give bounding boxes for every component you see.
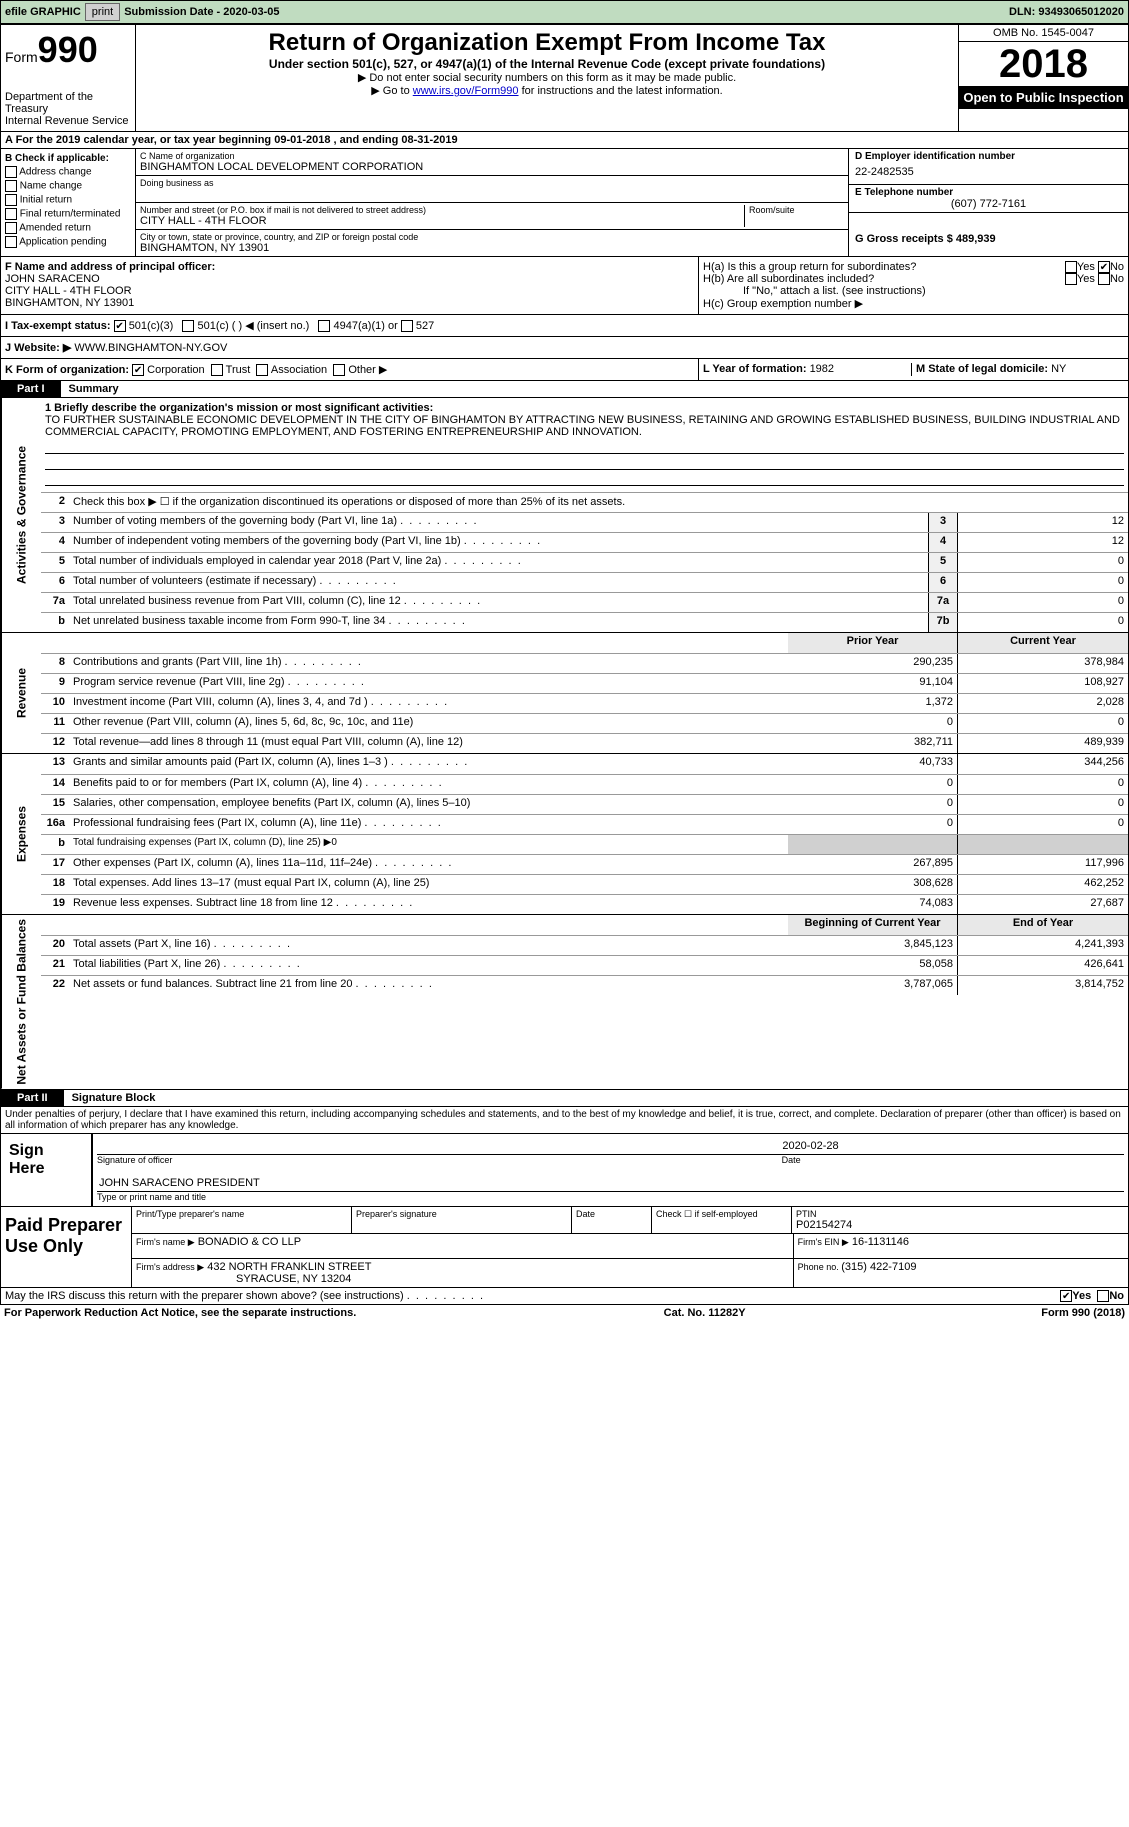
paid-preparer-section: Paid Preparer Use Only Print/Type prepar… xyxy=(0,1207,1129,1288)
mission-label: 1 Briefly describe the organization's mi… xyxy=(45,402,433,414)
line4: Number of independent voting members of … xyxy=(69,533,928,552)
i-label: I Tax-exempt status: xyxy=(5,320,111,332)
mission-text: TO FURTHER SUSTAINABLE ECONOMIC DEVELOPM… xyxy=(45,414,1120,438)
sig-date: 2020-02-28 xyxy=(780,1138,1124,1154)
k-label: K Form of organization: xyxy=(5,364,129,376)
chk-app[interactable]: Application pending xyxy=(5,236,131,248)
chk-name[interactable]: Name change xyxy=(5,180,131,192)
revenue-section: Revenue Prior YearCurrent Year 8Contribu… xyxy=(0,633,1129,754)
ein-value: 22-2482535 xyxy=(855,162,1122,182)
part1-header: Part I Summary xyxy=(0,381,1129,398)
addr-label: Number and street (or P.O. box if mail i… xyxy=(140,205,744,215)
formorg-row: K Form of organization: ✔ Corporation Tr… xyxy=(0,359,1129,381)
officer-row: F Name and address of principal officer:… xyxy=(0,257,1129,315)
dba-label: Doing business as xyxy=(140,178,844,188)
part2-header: Part II Signature Block xyxy=(0,1090,1129,1107)
form-sub2: ▶ Do not enter social security numbers o… xyxy=(140,71,954,84)
city-label: City or town, state or province, country… xyxy=(140,232,844,242)
dln: DLN: 93493065012020 xyxy=(1009,6,1124,18)
tax-year: 2018 xyxy=(959,42,1128,86)
vlabel-netassets: Net Assets or Fund Balances xyxy=(1,915,41,1089)
b-label: B Check if applicable: xyxy=(5,153,109,164)
chk-final[interactable]: Final return/terminated xyxy=(5,208,131,220)
officer-name: JOHN SARACENO xyxy=(5,273,100,285)
website-value: WWW.BINGHAMTON-NY.GOV xyxy=(74,342,227,354)
vlabel-expenses: Expenses xyxy=(1,754,41,914)
phone-value: (607) 772-7161 xyxy=(855,198,1122,210)
paid-preparer-label: Paid Preparer Use Only xyxy=(1,1207,131,1287)
officer-typed: JOHN SARACENO PRESIDENT xyxy=(97,1175,262,1191)
line7a: Total unrelated business revenue from Pa… xyxy=(69,593,928,612)
declaration: Under penalties of perjury, I declare th… xyxy=(0,1107,1129,1134)
f-label: F Name and address of principal officer: xyxy=(5,261,215,273)
addr-value: CITY HALL - 4TH FLOOR xyxy=(140,215,744,227)
hb-question: H(b) Are all subordinates included? Yes … xyxy=(703,273,1124,285)
sign-here-label: Sign Here xyxy=(1,1134,91,1206)
netassets-section: Net Assets or Fund Balances Beginning of… xyxy=(0,915,1129,1090)
room-label: Room/suite xyxy=(749,205,844,215)
chk-init[interactable]: Initial return xyxy=(5,194,131,206)
gross-receipts: G Gross receipts $ 489,939 xyxy=(855,233,996,245)
org-name-label: C Name of organization xyxy=(140,151,844,161)
vlabel-revenue: Revenue xyxy=(1,633,41,753)
line6: Total number of volunteers (estimate if … xyxy=(69,573,928,592)
open-to-public: Open to Public Inspection xyxy=(959,86,1128,109)
top-toolbar: efile GRAPHIC print Submission Date - 20… xyxy=(0,0,1129,24)
ha-question: H(a) Is this a group return for subordin… xyxy=(703,261,1124,273)
instructions-link[interactable]: www.irs.gov/Form990 xyxy=(413,85,519,97)
tax-period: A For the 2019 calendar year, or tax yea… xyxy=(0,132,1129,149)
ein-label: D Employer identification number xyxy=(855,151,1122,162)
j-label: J Website: ▶ xyxy=(5,342,71,354)
signature-section: Sign Here 2020-02-28 Signature of office… xyxy=(0,1134,1129,1207)
page-footer: For Paperwork Reduction Act Notice, see … xyxy=(0,1305,1129,1321)
status-row: I Tax-exempt status: ✔ 501(c)(3) 501(c) … xyxy=(0,315,1129,337)
form-header: Form990 Department of the Treasury Inter… xyxy=(0,24,1129,132)
chk-addr[interactable]: Address change xyxy=(5,166,131,178)
phone-label: E Telephone number xyxy=(855,187,1122,198)
efile-label: efile GRAPHIC xyxy=(5,6,81,18)
department: Department of the Treasury Internal Reve… xyxy=(5,91,131,127)
hc-question: H(c) Group exemption number ▶ xyxy=(703,297,1124,310)
form-sub3: ▶ Go to www.irs.gov/Form990 for instruct… xyxy=(140,84,954,97)
print-button[interactable]: print xyxy=(85,3,120,21)
omb-number: OMB No. 1545-0047 xyxy=(959,25,1128,42)
entity-grid: B Check if applicable: Address change Na… xyxy=(0,149,1129,257)
city-value: BINGHAMTON, NY 13901 xyxy=(140,242,844,254)
hb-attach: If "No," attach a list. (see instruction… xyxy=(703,285,1124,297)
line7b: Net unrelated business taxable income fr… xyxy=(69,613,928,632)
form-sub1: Under section 501(c), 527, or 4947(a)(1)… xyxy=(140,57,954,71)
org-name: BINGHAMTON LOCAL DEVELOPMENT CORPORATION xyxy=(140,161,844,173)
line5: Total number of individuals employed in … xyxy=(69,553,928,572)
expenses-section: Expenses 13Grants and similar amounts pa… xyxy=(0,754,1129,915)
submission-date-label: Submission Date - 2020-03-05 xyxy=(124,6,279,18)
vlabel-governance: Activities & Governance xyxy=(1,398,41,632)
line3: Number of voting members of the governin… xyxy=(69,513,928,532)
form-number: Form990 xyxy=(5,29,131,71)
chk-amend[interactable]: Amended return xyxy=(5,222,131,234)
website-row: J Website: ▶ WWW.BINGHAMTON-NY.GOV xyxy=(0,337,1129,359)
discuss-row: May the IRS discuss this return with the… xyxy=(0,1288,1129,1305)
form-title: Return of Organization Exempt From Incom… xyxy=(140,29,954,57)
governance-section: Activities & Governance 1 Briefly descri… xyxy=(0,398,1129,633)
line2: Check this box ▶ ☐ if the organization d… xyxy=(69,493,1128,512)
officer-addr2: BINGHAMTON, NY 13901 xyxy=(5,297,134,309)
chk-501c3[interactable]: ✔ xyxy=(114,320,126,332)
officer-addr1: CITY HALL - 4TH FLOOR xyxy=(5,285,132,297)
